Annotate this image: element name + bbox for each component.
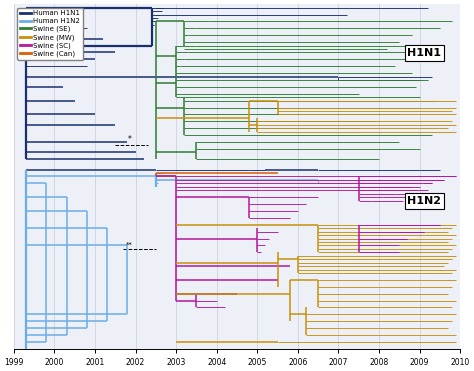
- Text: H1N2: H1N2: [408, 196, 441, 206]
- Legend: Human H1N1, Human H1N2, Swine (SE), Swine (MW), Swine (SC), Swine (Can): Human H1N1, Human H1N2, Swine (SE), Swin…: [18, 8, 83, 60]
- Text: **: **: [126, 242, 133, 247]
- Text: *: *: [128, 135, 131, 144]
- Text: H1N1: H1N1: [408, 48, 441, 58]
